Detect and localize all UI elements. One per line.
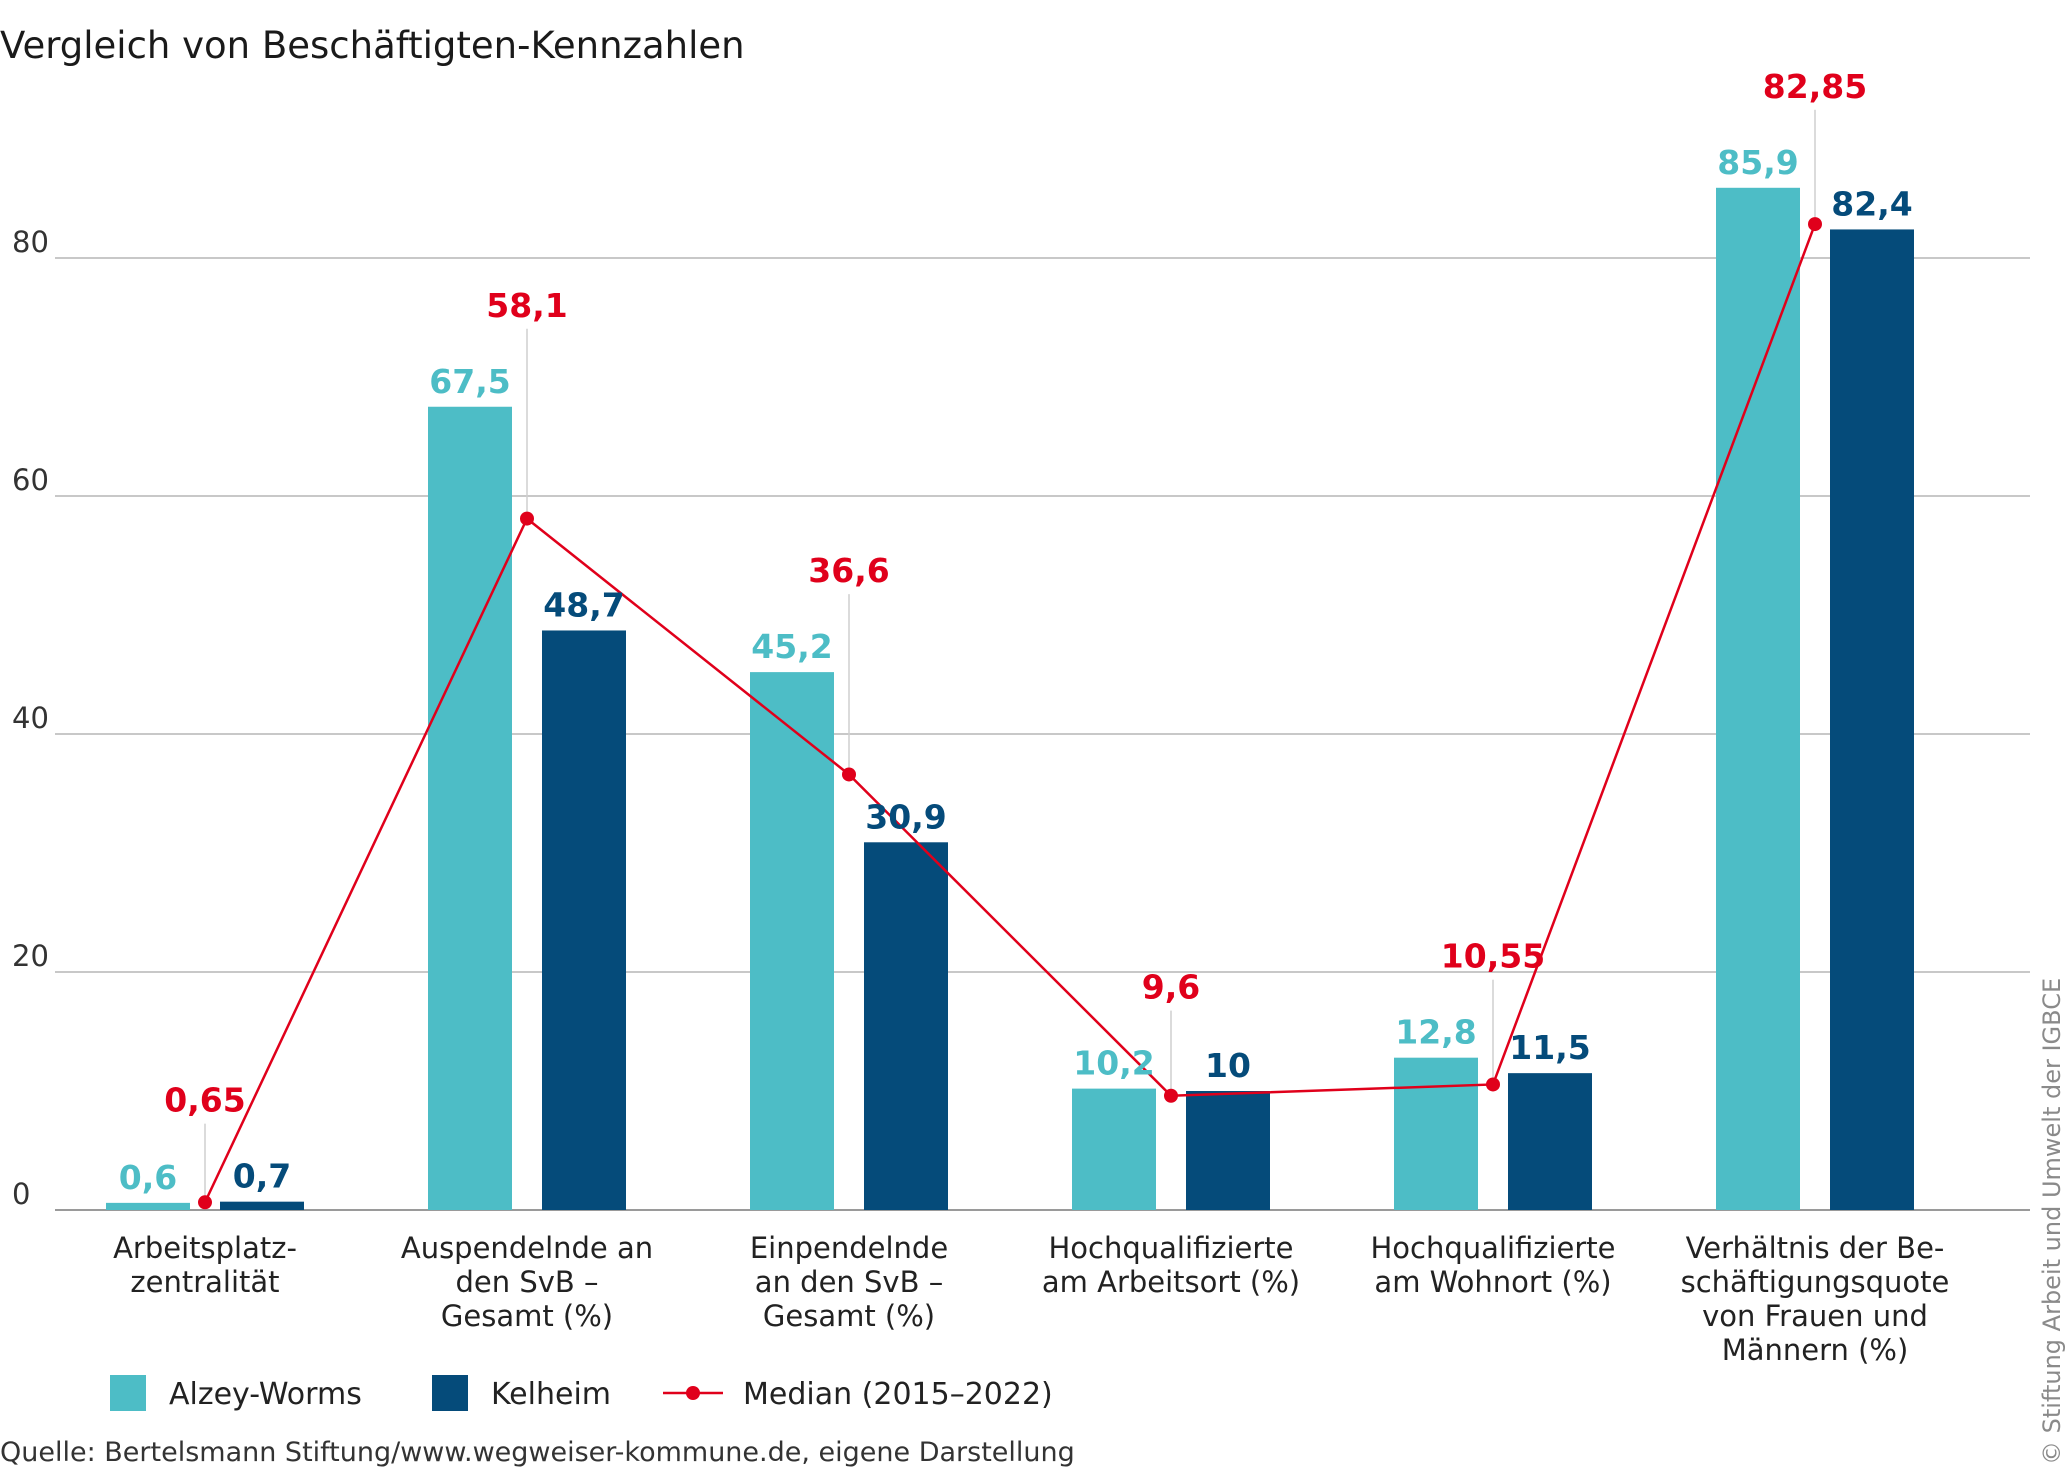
category-label-line: Hochqualifizierte [1370, 1231, 1615, 1265]
median-value-label: 0,65 [164, 1081, 245, 1120]
category-label-line: den SvB – [455, 1265, 598, 1299]
category-label: Einpendelnde an den SvB – Gesamt (%) [750, 1231, 948, 1333]
category-label-line: am Arbeitsort (%) [1042, 1265, 1300, 1299]
median-series-line [203, 223, 1817, 1203]
bar-value-label: 10,2 [1073, 1044, 1154, 1083]
legend-label: Alzey-Worms [169, 1377, 362, 1412]
median-line [198, 217, 1822, 1210]
median-value-label: 58,1 [486, 286, 567, 325]
median-value-label: 36,6 [808, 551, 889, 590]
median-leader-lines [204, 109, 1816, 1203]
category-label-line: Männern (%) [1722, 1333, 1909, 1367]
copyright-note: © Stiftung Arbeit und Umwelt der IGBCE [2038, 978, 2066, 1465]
legend-swatch [110, 1375, 146, 1411]
chart-title: Vergleich von Beschäftigten-Kennzahlen [0, 24, 745, 67]
median-value-label: 82,85 [1763, 67, 1867, 106]
y-tick-label: 60 [12, 463, 49, 497]
category-label: Arbeitsplatz-zentralität [113, 1231, 297, 1299]
bar-value-label: 0,7 [233, 1157, 291, 1196]
y-tick-label: 40 [12, 701, 49, 735]
bar-value-label: 45,2 [751, 627, 832, 666]
median-value-label: 10,55 [1441, 937, 1545, 976]
bar-value-label: 48,7 [543, 585, 624, 624]
category-label-line: Hochqualifizierte [1048, 1231, 1293, 1265]
legend: Alzey-Worms Kelheim Median (2015–2022) [110, 1375, 1053, 1412]
bar-value-label: 11,5 [1509, 1028, 1590, 1067]
category-labels: Arbeitsplatz-zentralität Auspendelnde an d… [113, 1231, 1949, 1367]
median-point [1486, 1077, 1500, 1092]
median-point [842, 767, 856, 782]
category-label-line: zentralität [130, 1265, 279, 1299]
bar [1072, 1088, 1156, 1210]
category-label: Hochqualifizierte am Arbeitsort (%) [1042, 1231, 1300, 1299]
median-point [1164, 1088, 1178, 1103]
bar-value-label: 0,6 [119, 1158, 177, 1197]
bar [220, 1201, 304, 1210]
bar [1186, 1091, 1270, 1210]
bar [750, 672, 834, 1210]
category-label-line: von Frauen und [1702, 1299, 1928, 1333]
y-axis-ticks: 0 20 40 60 80 [12, 225, 49, 1211]
source-note: Quelle: Bertelsmann Stiftung/www.wegweis… [0, 1437, 1075, 1468]
category-label-line: Auspendelnde an [401, 1231, 653, 1265]
bar-value-label: 10 [1205, 1046, 1251, 1085]
bar-value-label: 67,5 [429, 362, 510, 401]
category-label: Verhältnis der Be-schäftigungsquote von F… [1681, 1231, 1950, 1367]
y-tick-label: 20 [12, 939, 49, 973]
category-label-line: Gesamt (%) [763, 1299, 935, 1333]
median-value-label: 9,6 [1142, 968, 1200, 1007]
category-label-line: an den SvB – [755, 1265, 943, 1299]
legend-label: Median (2015–2022) [743, 1377, 1053, 1412]
median-point [198, 1195, 212, 1210]
bars [106, 187, 1914, 1211]
median-point [520, 511, 534, 526]
y-tick-label: 80 [12, 225, 49, 259]
category-label-line: am Wohnort (%) [1374, 1265, 1611, 1299]
bar [542, 630, 626, 1210]
legend-label: Kelheim [491, 1377, 611, 1412]
bar [1508, 1073, 1592, 1210]
y-tick-label: 0 [12, 1177, 30, 1211]
category-label: Auspendelnde an den SvB – Gesamt (%) [401, 1231, 653, 1333]
category-label: Hochqualifizierte am Wohnort (%) [1370, 1231, 1615, 1299]
legend-swatch [432, 1375, 468, 1411]
category-label-line: Arbeitsplatz- [113, 1231, 297, 1265]
bar [864, 842, 948, 1210]
bar [1716, 187, 1800, 1211]
bar-value-label: 85,9 [1717, 143, 1798, 182]
bar-value-label: 12,8 [1395, 1013, 1476, 1052]
median-point [1808, 217, 1822, 232]
category-label-line: Einpendelnde [750, 1231, 948, 1265]
bar [1830, 229, 1914, 1210]
category-label-line: schäftigungsquote [1681, 1265, 1950, 1299]
value-labels: 0,6 67,5 45,2 10,2 12,8 85,9 0,7 48,7 30,9 10 11,5… [119, 67, 1913, 1197]
bar-value-label: 82,4 [1831, 184, 1912, 223]
category-label-line: Gesamt (%) [441, 1299, 613, 1333]
gridlines [55, 257, 2030, 1211]
bar [428, 406, 512, 1210]
bar [106, 1202, 190, 1210]
category-label-line: Verhältnis der Be- [1686, 1231, 1945, 1265]
bar [1394, 1057, 1478, 1210]
bar-value-label: 30,9 [865, 797, 946, 836]
legend-marker [686, 1386, 700, 1400]
